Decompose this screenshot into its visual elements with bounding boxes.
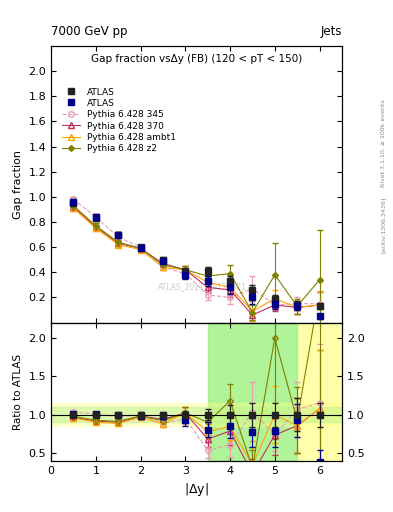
- Text: 7000 GeV pp: 7000 GeV pp: [51, 26, 128, 38]
- Text: Jets: Jets: [320, 26, 342, 38]
- Y-axis label: Ratio to ATLAS: Ratio to ATLAS: [13, 354, 23, 430]
- Legend: ATLAS, ATLAS, Pythia 6.428 345, Pythia 6.428 370, Pythia 6.428 ambt1, Pythia 6.4: ATLAS, ATLAS, Pythia 6.428 345, Pythia 6…: [59, 84, 180, 157]
- Text: Rivet 3.1.10, ≥ 100k events: Rivet 3.1.10, ≥ 100k events: [381, 99, 386, 187]
- Text: [arXiv:1306.3436]: [arXiv:1306.3436]: [381, 197, 386, 253]
- Y-axis label: Gap fraction: Gap fraction: [13, 150, 23, 219]
- Text: ATLAS_2011_S9128521: ATLAS_2011_S9128521: [158, 282, 247, 291]
- X-axis label: |$\Delta$y|: |$\Delta$y|: [184, 481, 209, 498]
- Text: Gap fraction vsΔy (FB) (120 < pT < 150): Gap fraction vsΔy (FB) (120 < pT < 150): [91, 54, 302, 65]
